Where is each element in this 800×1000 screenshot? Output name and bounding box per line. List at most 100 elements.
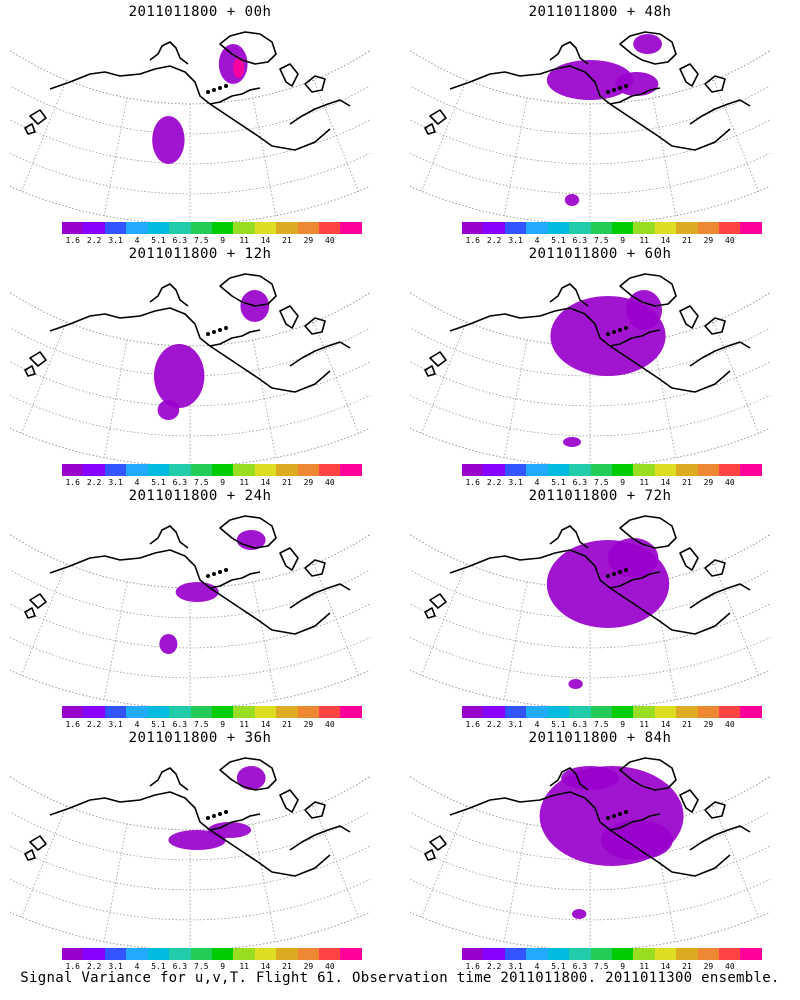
variance-field: [600, 820, 673, 860]
island-marker: [212, 814, 216, 818]
colorbar-swatch: [190, 464, 212, 476]
coastline: [609, 813, 661, 831]
latitude-line: [10, 878, 370, 921]
colorbar-tick-label: 29: [303, 236, 314, 245]
colorbar-swatch: [211, 948, 234, 960]
colorbar-tick-label: 1.6: [65, 236, 80, 245]
coastline: [609, 329, 661, 347]
coastline: [689, 825, 751, 851]
colorbar-tick-label: 5.1: [551, 962, 566, 971]
coastline: [549, 283, 589, 307]
colorbar-swatch: [590, 464, 612, 476]
colorbar-tick-label: 4: [534, 236, 540, 245]
colorbar-tick-label: 3.1: [108, 720, 123, 729]
panel-title: 2011011800 + 84h: [528, 730, 672, 746]
latitude-line: [10, 811, 370, 861]
island-marker: [224, 326, 228, 330]
colorbar-tick-label: 5.1: [151, 962, 166, 971]
colorbar-swatch: [676, 948, 698, 960]
forecast-panel: 2011011800 + 24h 1.6 2.2 3.1 4 5.1 6.3 7.5 9 11 14…: [0, 484, 400, 729]
variance-field: [626, 290, 662, 330]
colorbar-tick-label: 14: [660, 720, 671, 729]
colorbar-tick-label: 5.1: [551, 236, 566, 245]
colorbar-swatch: [297, 706, 320, 718]
variance-field: [633, 34, 662, 54]
coastline: [304, 559, 326, 577]
map-projection: [10, 31, 370, 224]
coastline: [279, 789, 299, 813]
colorbar-tick-label: 6.3: [172, 478, 188, 487]
colorbar-swatch: [211, 222, 234, 234]
coastline: [219, 31, 277, 65]
colorbar-tick-label: 21: [682, 720, 692, 729]
colorbar-tick-label: 11: [639, 720, 649, 729]
coastline: [549, 525, 589, 549]
longitude-line: [503, 97, 528, 216]
colorbar-tick-label: 4: [134, 720, 140, 729]
colorbar-tick-label: 2.2: [486, 236, 502, 245]
colorbar-tick-label: 1.6: [465, 962, 480, 971]
colorbar-swatch: [504, 222, 527, 234]
colorbar-tick-label: 11: [239, 236, 249, 245]
colorbar-swatch: [190, 222, 212, 234]
colorbar-swatch: [633, 706, 655, 718]
map-projection: [410, 757, 770, 950]
colorbar-swatch: [297, 222, 320, 234]
coastline: [619, 757, 677, 791]
colorbar-tick-label: 21: [682, 236, 692, 245]
colorbar-tick-label: 11: [239, 720, 249, 729]
coastline: [289, 341, 351, 367]
colorbar: [462, 464, 762, 476]
latitude-line: [410, 85, 770, 135]
island-marker: [624, 326, 628, 330]
coastline: [424, 849, 436, 861]
colorbar-swatch: [211, 464, 234, 476]
colorbar-tick-label: 9: [220, 962, 226, 971]
island-marker: [618, 86, 622, 90]
latitude-line: [410, 327, 770, 377]
variance-field: [168, 830, 226, 850]
colorbar-tick-label: 5.1: [551, 478, 566, 487]
panel-title: 2011011800 + 12h: [128, 246, 272, 262]
longitude-line: [103, 339, 128, 458]
colorbar-tick-label: 7.5: [594, 962, 609, 971]
coastline: [449, 791, 731, 877]
coastline: [289, 825, 351, 851]
panel-title: 2011011800 + 36h: [128, 730, 272, 746]
latitude-line: [10, 292, 370, 347]
coastline: [149, 525, 189, 549]
longitude-line: [313, 805, 359, 918]
coastline: [279, 547, 299, 571]
colorbar-swatch: [504, 464, 527, 476]
coastline: [149, 767, 189, 791]
island-marker: [624, 84, 628, 88]
variance-field: [152, 116, 185, 164]
colorbar-tick-label: 40: [325, 962, 335, 971]
panel-title: 2011011800 + 72h: [528, 488, 672, 504]
longitude-line: [313, 321, 359, 434]
colorbar-swatch: [319, 222, 341, 234]
latitude-line: [410, 152, 770, 195]
colorbar-tick-label: 6.3: [572, 478, 588, 487]
colorbar-swatch: [547, 706, 570, 718]
colorbar-swatch: [147, 222, 170, 234]
panel-title: 2011011800 + 24h: [128, 488, 272, 504]
colorbar-swatch: [483, 706, 505, 718]
island-marker: [224, 568, 228, 572]
coastline: [704, 75, 726, 93]
colorbar-tick-label: 6.3: [572, 962, 588, 971]
colorbar-swatch: [590, 706, 612, 718]
colorbar-tick-label: 40: [725, 962, 735, 971]
colorbar-swatch: [276, 464, 298, 476]
coastline: [49, 65, 331, 151]
colorbar-tick-label: 3.1: [108, 478, 123, 487]
latitude-line: [410, 878, 770, 921]
colorbar-swatch: [654, 948, 677, 960]
colorbar-tick-label: 2.2: [486, 962, 502, 971]
colorbar-ticks: 1.6 2.2 3.1 4 5.1 6.3 7.5 9 11 14 21 29 40: [62, 962, 362, 972]
colorbar-swatch: [83, 706, 105, 718]
colorbar-ticks: 1.6 2.2 3.1 4 5.1 6.3 7.5 9 11 14 21 29 40: [462, 962, 762, 972]
colorbar-swatch: [740, 706, 762, 718]
island-marker: [206, 816, 210, 820]
